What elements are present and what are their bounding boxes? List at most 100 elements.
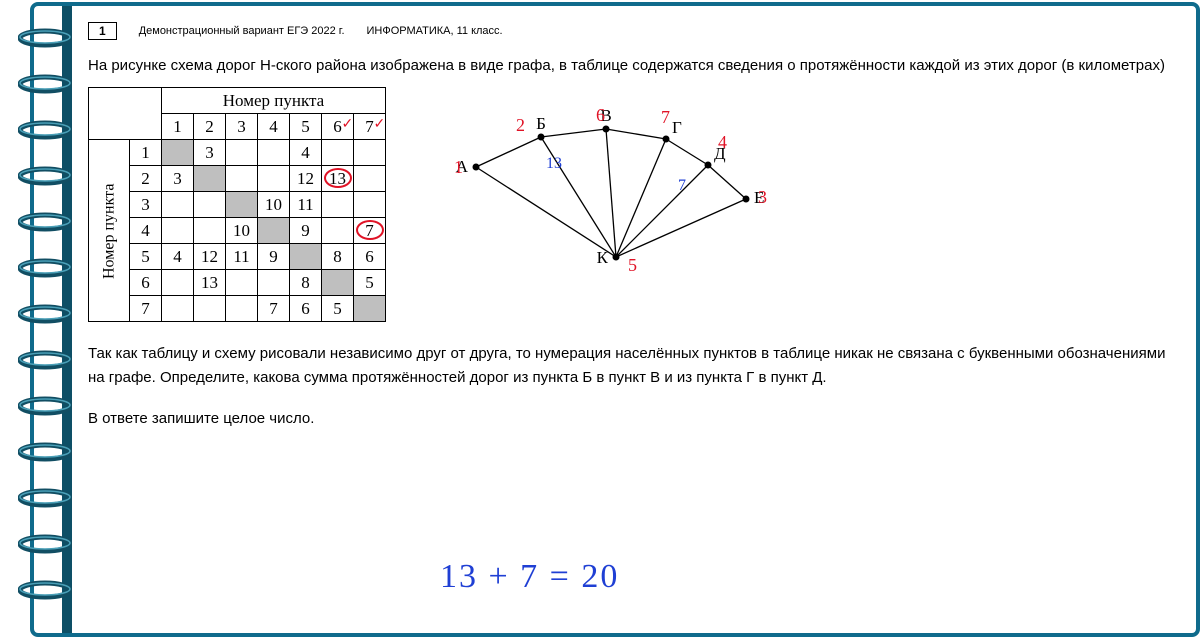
paragraph-1: На рисунке схема дорог Н-ского района из… [88, 54, 1168, 77]
task-number-box: 1 [88, 22, 117, 40]
table-cell [162, 218, 194, 244]
graph-red-label: 7 [661, 107, 670, 128]
table-cell [162, 296, 194, 322]
table-cell [258, 270, 290, 296]
binder-ring [18, 304, 72, 324]
table-cell [162, 270, 194, 296]
col-header: 4 [258, 114, 290, 140]
distance-table-wrap: Номер пункта1234567Номер пункта134231213… [88, 87, 386, 322]
graph-diagram: АБВГДЕК 1267435137 [446, 87, 766, 287]
table-cell [354, 140, 386, 166]
svg-text:Б: Б [536, 114, 546, 133]
row-header: 2 [130, 166, 162, 192]
table-cell [162, 192, 194, 218]
graph-red-label: 5 [628, 255, 637, 276]
header-right: ИНФОРМАТИКА, 11 класс. [367, 25, 503, 37]
table-and-graph-row: Номер пункта1234567Номер пункта134231213… [88, 87, 1168, 322]
table-cell [322, 140, 354, 166]
row-header: 5 [130, 244, 162, 270]
table-cell [162, 140, 194, 166]
binder-ring [18, 396, 72, 416]
table-cell: 6 [290, 296, 322, 322]
graph-red-label: 1 [454, 157, 463, 178]
table-cell: 9 [290, 218, 322, 244]
table-cell [194, 166, 226, 192]
page-header: 1 Демонстрационный вариант ЕГЭ 2022 г. И… [88, 22, 1168, 40]
table-cell: 11 [290, 192, 322, 218]
table-cell: 5 [354, 270, 386, 296]
table-cell: 7 [258, 296, 290, 322]
table-cell: 11 [226, 244, 258, 270]
table-cell [194, 192, 226, 218]
svg-text:К: К [597, 248, 609, 267]
table-cell: 13 [194, 270, 226, 296]
table-cell: 3 [162, 166, 194, 192]
red-circle [324, 168, 352, 188]
paragraph-2: Так как таблицу и схему рисовали независ… [88, 342, 1168, 389]
table-cell [226, 270, 258, 296]
graph-red-label: 4 [718, 132, 727, 153]
row-header: 3 [130, 192, 162, 218]
row-header: 6 [130, 270, 162, 296]
row-header: 4 [130, 218, 162, 244]
table-cell: 4 [290, 140, 322, 166]
row-header: 7 [130, 296, 162, 322]
row-header: 1 [130, 140, 162, 166]
binder-ring [18, 28, 72, 48]
binder-ring [18, 350, 72, 370]
table-cell: 9 [258, 244, 290, 270]
table-cell [258, 140, 290, 166]
red-tick: ✓ [342, 116, 354, 133]
table-cell [354, 296, 386, 322]
binder-ring [18, 120, 72, 140]
table-cell [226, 296, 258, 322]
col-header: 1 [162, 114, 194, 140]
table-cell [354, 166, 386, 192]
table-cell [322, 270, 354, 296]
table-cell [290, 244, 322, 270]
table-cell: 12 [290, 166, 322, 192]
graph-red-label: 6 [596, 105, 605, 126]
red-circle [356, 220, 384, 240]
binder-ring [18, 258, 72, 278]
table-cell: 12 [194, 244, 226, 270]
table-cell: 6 [354, 244, 386, 270]
table-cell: 8 [290, 270, 322, 296]
table-cell [354, 192, 386, 218]
table-cell [226, 192, 258, 218]
table-cell: 3 [194, 140, 226, 166]
paragraph-3: В ответе запишите целое число. [88, 407, 1168, 430]
page-content: 1 Демонстрационный вариант ЕГЭ 2022 г. И… [88, 22, 1168, 440]
graph-red-label: 3 [758, 187, 767, 208]
table-cell [322, 192, 354, 218]
header-left: Демонстрационный вариант ЕГЭ 2022 г. [139, 25, 345, 37]
table-cell [194, 218, 226, 244]
binder-ring [18, 74, 72, 94]
table-cell [322, 218, 354, 244]
table-cell: 10 [258, 192, 290, 218]
graph-red-label: 2 [516, 115, 525, 136]
table-cell [226, 140, 258, 166]
col-header: 5 [290, 114, 322, 140]
red-tick: ✓ [374, 116, 386, 133]
table-cell: 5 [322, 296, 354, 322]
binder-ring [18, 580, 72, 600]
binder-ring [18, 488, 72, 508]
svg-text:Г: Г [672, 118, 682, 137]
table-cell [194, 296, 226, 322]
table-cell: 8 [322, 244, 354, 270]
table-cell: 10 [226, 218, 258, 244]
binder-ring [18, 534, 72, 554]
col-header: 2 [194, 114, 226, 140]
table-cell [258, 166, 290, 192]
table-cell: 4 [162, 244, 194, 270]
handwritten-answer: 13 + 7 = 20 [440, 558, 619, 596]
table-title: Номер пункта [162, 88, 386, 114]
binder-ring [18, 166, 72, 186]
binder-ring [18, 442, 72, 462]
graph-blue-label: 7 [678, 177, 686, 195]
binder-ring [18, 212, 72, 232]
side-title: Номер пункта [89, 140, 130, 322]
graph-blue-label: 13 [546, 155, 562, 173]
table-cell [258, 218, 290, 244]
